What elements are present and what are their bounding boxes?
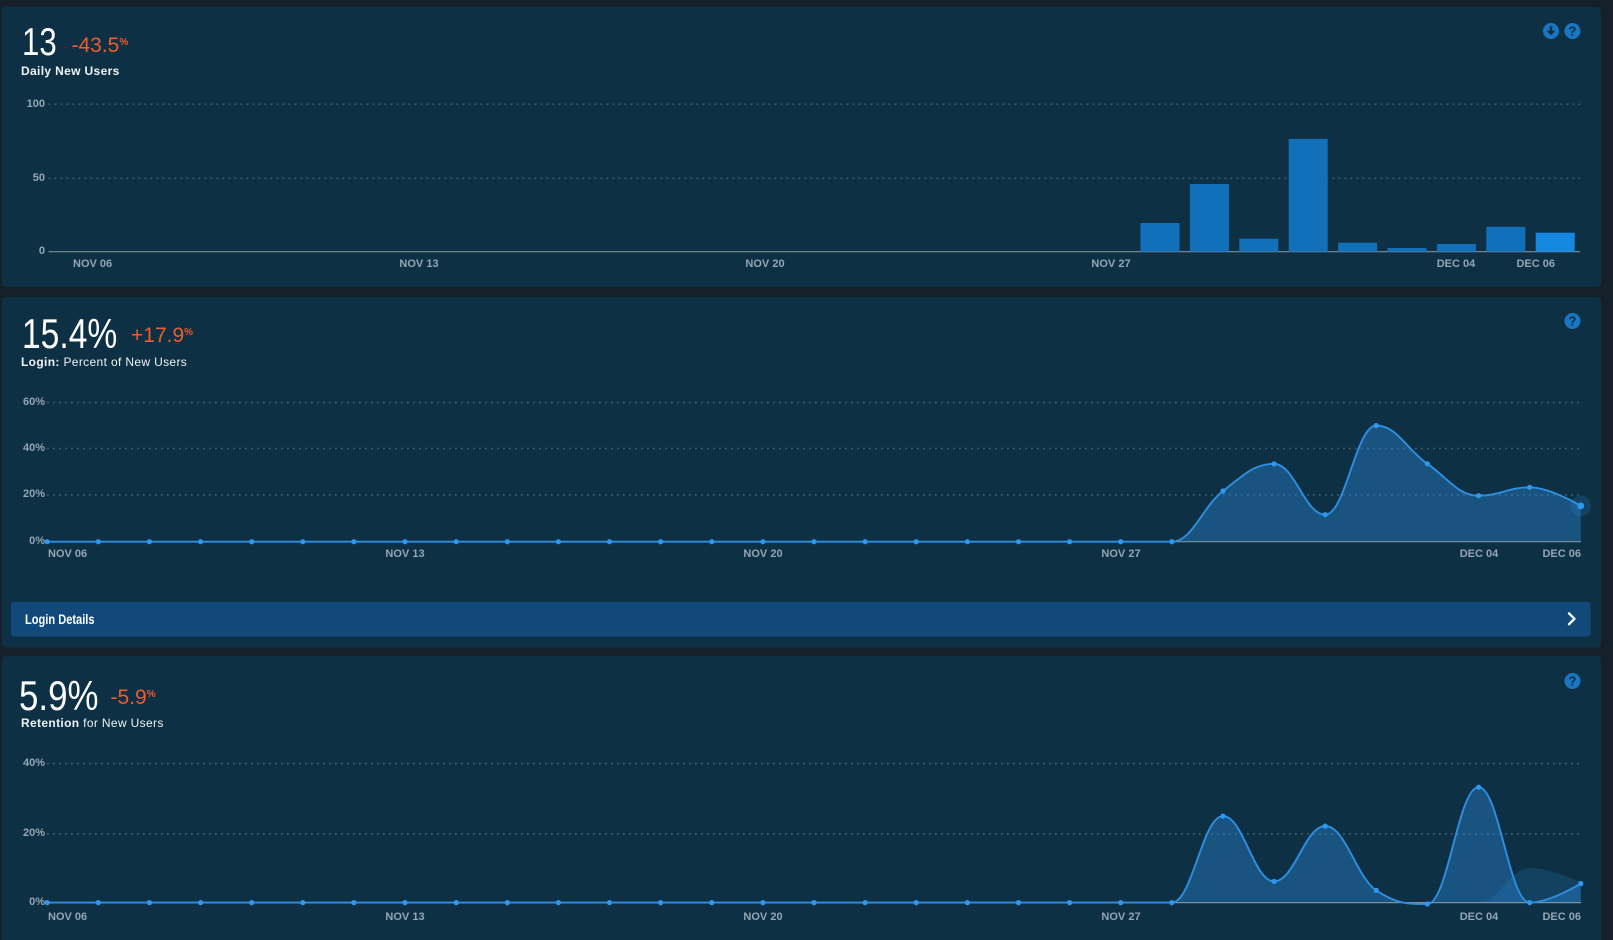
svg-text:?: ? [1569, 314, 1577, 329]
svg-text:?: ? [1569, 674, 1577, 689]
svg-text:?: ? [1569, 24, 1577, 39]
